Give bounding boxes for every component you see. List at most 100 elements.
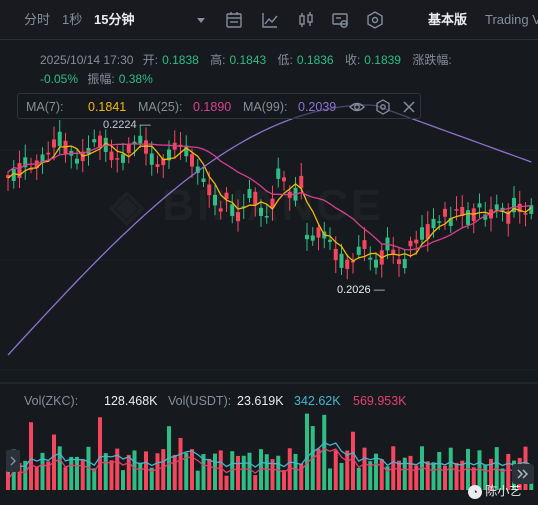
interval-15m-tab[interactable]: 15分钟 <box>94 12 135 27</box>
volume-bar <box>270 459 275 490</box>
volume-bar <box>414 465 419 490</box>
expand-right-button[interactable] <box>512 464 534 484</box>
candle-body <box>460 207 465 216</box>
volume-bar <box>460 460 465 490</box>
candle-body <box>92 139 97 143</box>
volume-bar <box>276 455 281 490</box>
candle-body <box>506 211 511 224</box>
candle-body <box>264 216 269 218</box>
ma7-label: MA(7): <box>26 100 64 114</box>
basic-view-tab[interactable]: 基本版 <box>428 12 468 27</box>
volume-bar <box>431 462 436 490</box>
volume-bar <box>86 446 91 490</box>
volume-bar <box>40 452 45 490</box>
volume-bar <box>161 449 166 490</box>
ma7-line <box>7 142 532 262</box>
vol-ma1-value: 342.62K <box>294 394 341 408</box>
ma25-value: 0.1890 <box>193 100 232 114</box>
volume-bar <box>287 448 292 490</box>
volume-bar <box>230 451 235 490</box>
ma99-label: MA(99): <box>243 100 288 114</box>
close-label: 收: <box>344 53 361 67</box>
candle-body <box>310 235 315 241</box>
volume-bar <box>69 456 74 490</box>
candle-body <box>23 157 28 168</box>
candle-body <box>259 207 263 216</box>
candle-body <box>523 213 528 215</box>
dropdown-icon[interactable] <box>191 10 211 30</box>
candle-body <box>431 218 436 229</box>
candle-body <box>132 141 137 144</box>
volume-bar <box>466 448 470 490</box>
eye-icon[interactable] <box>348 98 366 116</box>
time-tab[interactable]: 分时 <box>24 12 51 27</box>
volume-bar <box>454 462 459 490</box>
volume-bar <box>207 458 212 490</box>
expand-left-button[interactable] <box>6 450 20 472</box>
candle-body <box>512 197 516 213</box>
candle-body <box>345 259 350 269</box>
vol-usdt-value: 23.619K <box>237 394 284 408</box>
layout-icon[interactable] <box>330 10 350 30</box>
volume-bar <box>121 470 125 490</box>
ma25-line <box>7 143 532 251</box>
volume-bar <box>224 475 229 490</box>
author-watermark: ◔ 陈小艺 <box>468 482 521 499</box>
chevron-right-icon <box>10 456 16 466</box>
volume-bar <box>328 468 332 490</box>
tradingview-tab[interactable]: Trading View <box>485 12 538 27</box>
candle-body <box>391 249 396 255</box>
high-label: 高: <box>210 53 226 67</box>
vol-usdt-label: Vol(USDT): <box>168 394 232 408</box>
ma7-value: 0.1841 <box>88 100 127 114</box>
interval-1s-tab[interactable]: 1秒 <box>62 12 83 27</box>
volume-bar <box>149 467 154 490</box>
volume-bar <box>218 450 223 490</box>
candle-body <box>368 257 373 260</box>
hexagon-settings-icon[interactable] <box>365 10 385 30</box>
low-price-text: 0.2026 <box>337 284 371 296</box>
volume-bar <box>322 414 327 490</box>
candle-body <box>98 135 102 148</box>
candlestick-chart[interactable] <box>0 40 538 505</box>
candle-body <box>374 259 378 268</box>
volume-bar <box>374 453 378 490</box>
candle-body <box>161 158 166 166</box>
volume-bar <box>236 455 240 490</box>
candle-datetime: 2025/10/14 17:30 <box>40 53 134 67</box>
volume-bar <box>420 446 424 490</box>
candle-body <box>270 198 275 208</box>
ohlc-line-1: 2025/10/14 17:30 开: 0.1838 高: 0.1843 低: 0.1… <box>40 53 452 67</box>
candles-icon[interactable] <box>296 10 316 30</box>
close-icon[interactable] <box>400 98 418 116</box>
volume-bar <box>506 453 511 490</box>
candle-body <box>57 131 62 147</box>
change-value: -0.05% <box>40 72 79 86</box>
volume-bar <box>23 460 28 490</box>
candle-body <box>230 204 235 216</box>
candle-body <box>494 204 499 210</box>
candle-body <box>454 209 459 211</box>
chart-line-icon[interactable] <box>260 10 280 30</box>
candle-body <box>414 239 419 244</box>
candle-body <box>126 143 131 154</box>
candle-body <box>201 178 206 182</box>
candle-body <box>40 154 45 163</box>
volume-bar <box>92 468 97 490</box>
candle-body <box>276 168 281 179</box>
volume-bar <box>316 448 321 490</box>
candle-body <box>17 163 22 178</box>
candle-body <box>477 203 482 208</box>
volume-bar <box>500 468 505 490</box>
volume-bar <box>362 447 367 490</box>
indicator-settings-icon[interactable] <box>224 10 244 30</box>
candle-body <box>362 240 367 249</box>
vol-ma1-line <box>7 442 532 475</box>
candle-body <box>155 164 160 167</box>
ma-settings-icon[interactable] <box>374 98 392 116</box>
candle-body <box>299 175 304 188</box>
volume-bar <box>144 451 148 490</box>
candle-body <box>149 153 154 165</box>
candle-body <box>333 248 338 261</box>
candle-body <box>402 258 407 269</box>
